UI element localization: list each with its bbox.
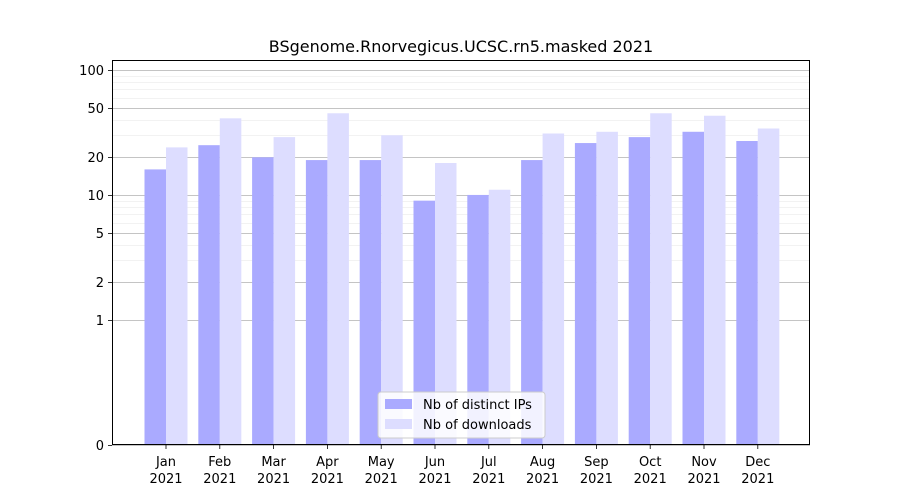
x-tick-label: Sep: [584, 455, 609, 470]
x-tick-sublabel: 2021: [311, 472, 344, 487]
x-tick-sublabel: 2021: [418, 472, 451, 487]
bar-downloads-nov: [704, 115, 726, 445]
legend-label: Nb of downloads: [423, 418, 532, 433]
x-tick-label: May: [368, 455, 395, 470]
y-tick-label: 0: [96, 439, 104, 454]
y-tick-label: 1: [96, 314, 104, 329]
y-tick-label: 10: [87, 189, 104, 204]
plot-frame: [112, 60, 810, 445]
bar-downloads-aug: [542, 133, 565, 445]
bar-downloads-may: [381, 135, 403, 445]
x-tick-sublabel: 2021: [365, 472, 398, 487]
x-tick-label: Jun: [424, 455, 445, 470]
bar-distinct-ips-sep: [574, 143, 597, 445]
bar-downloads-jan: [166, 147, 188, 446]
bar-distinct-ips-jun: [413, 200, 435, 445]
bar-distinct-ips-nov: [682, 131, 704, 445]
legend-box: [377, 391, 546, 439]
y-axis: 0 1 2 5 10 20 50 100: [79, 64, 112, 454]
x-tick-sublabel: 2021: [687, 472, 720, 487]
x-tick-sublabel: 2021: [149, 472, 182, 487]
bar-distinct-ips-jul: [467, 194, 489, 445]
bar-downloads-oct: [650, 113, 672, 445]
x-tick-sublabel: 2021: [634, 472, 667, 487]
bar-downloads-mar: [273, 137, 296, 445]
legend-swatch: [385, 419, 412, 429]
legend: Nb of distinct IPs Nb of downloads: [377, 391, 546, 439]
bar-downloads-apr: [327, 113, 349, 445]
bars: [144, 113, 780, 446]
bar-downloads-jul: [488, 189, 511, 445]
x-tick-label: Apr: [316, 455, 339, 470]
bar-distinct-ips-feb: [198, 145, 220, 445]
x-tick-label: Jan: [155, 455, 176, 470]
y-tick-label: 20: [87, 151, 104, 166]
x-tick-label: Mar: [261, 455, 286, 470]
x-tick-label: Dec: [745, 455, 770, 470]
bar-downloads-sep: [596, 131, 618, 445]
legend-swatch: [385, 399, 412, 409]
bar-distinct-ips-aug: [521, 160, 543, 445]
bar-downloads-dec: [757, 128, 780, 445]
bar-distinct-ips-mar: [252, 157, 274, 445]
y-tick-label: 5: [96, 227, 104, 242]
x-tick-label: Oct: [639, 455, 661, 470]
x-tick-sublabel: 2021: [580, 472, 613, 487]
x-tick-sublabel: 2021: [472, 472, 505, 487]
x-axis: Jan 2021 Feb 2021 Mar 2021 Apr 2021 May 2021 Jun 20…: [149, 445, 774, 487]
x-tick-sublabel: 2021: [526, 472, 559, 487]
x-tick-sublabel: 2021: [257, 472, 290, 487]
bar-distinct-ips-oct: [628, 137, 651, 445]
y-tick-label: 50: [87, 102, 104, 117]
y-tick-label: 2: [96, 276, 104, 291]
x-tick-label: Nov: [691, 455, 717, 470]
chart-title: BSgenome.Rnorvegicus.UCSC.rn5.masked 202…: [269, 37, 653, 56]
bar-distinct-ips-may: [359, 160, 382, 445]
bar-downloads-feb: [219, 118, 242, 445]
x-tick-sublabel: 2021: [741, 472, 774, 487]
y-tick-label: 100: [79, 64, 104, 79]
x-tick-label: Jul: [480, 455, 497, 470]
x-tick-label: Aug: [530, 455, 555, 470]
bar-distinct-ips-jan: [144, 169, 166, 445]
bar-downloads-jun: [435, 163, 457, 445]
x-tick-sublabel: 2021: [203, 472, 236, 487]
legend-label: Nb of distinct IPs: [423, 398, 532, 413]
bar-distinct-ips-apr: [305, 160, 328, 445]
bar-distinct-ips-dec: [736, 140, 758, 445]
x-tick-label: Feb: [208, 455, 231, 470]
